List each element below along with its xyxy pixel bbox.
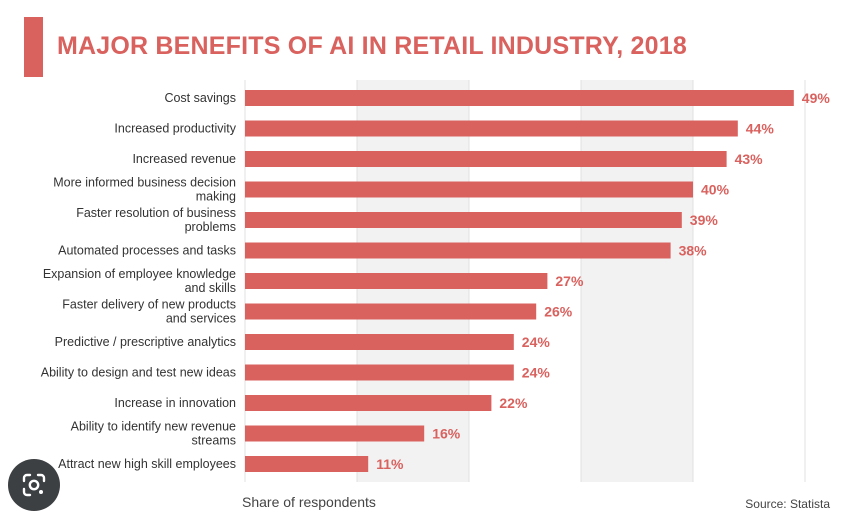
bar (245, 120, 738, 137)
bar (245, 151, 727, 167)
category-label: Ability to design and test new ideas (41, 366, 236, 380)
google-lens-button[interactable] (8, 459, 60, 511)
value-label: 24% (522, 334, 551, 350)
bar (245, 303, 537, 320)
bar (245, 181, 693, 198)
bar (245, 242, 671, 259)
value-label: 16% (432, 426, 461, 442)
bar (245, 395, 492, 411)
google-lens-icon (22, 473, 46, 497)
category-label: Ability to identify new revenue streams (71, 420, 236, 448)
value-label: 11% (376, 456, 404, 472)
category-label: Increased productivity (114, 122, 236, 136)
bar (245, 425, 425, 442)
bar (245, 334, 514, 350)
grid-band (581, 80, 693, 482)
category-label: More informed business decision making (53, 176, 236, 204)
category-label: Faster resolution of business problems (76, 206, 236, 234)
value-label: 49% (802, 90, 831, 106)
value-label: 38% (679, 243, 708, 259)
value-label: 40% (701, 182, 730, 198)
chart-title: MAJOR BENEFITS OF AI IN RETAIL INDUSTRY,… (57, 32, 687, 60)
category-label: Predictive / prescriptive analytics (55, 335, 236, 349)
category-label: Attract new high skill employees (58, 457, 236, 471)
category-label: Automated processes and tasks (58, 244, 236, 258)
category-label: Cost savings (164, 91, 236, 105)
value-label: 27% (555, 273, 584, 289)
bar (245, 364, 514, 381)
value-label: 43% (735, 151, 764, 167)
category-label: Faster delivery of new products and servi… (62, 298, 236, 326)
value-label: 26% (544, 304, 573, 320)
value-label: 24% (522, 365, 551, 381)
category-label: Expansion of employee knowledge and skill… (43, 267, 236, 295)
bar (245, 456, 369, 472)
title-accent-bar (24, 17, 43, 77)
bar (245, 273, 548, 289)
category-label: Increase in innovation (114, 396, 236, 410)
axis-note: Share of respondents (242, 494, 376, 510)
bar (245, 212, 682, 228)
source-note: Source: Statista (745, 497, 830, 511)
value-label: 39% (690, 212, 719, 228)
value-label: 22% (499, 395, 528, 411)
category-label: Increased revenue (132, 152, 236, 166)
value-label: 44% (746, 121, 775, 137)
bar (245, 90, 794, 106)
